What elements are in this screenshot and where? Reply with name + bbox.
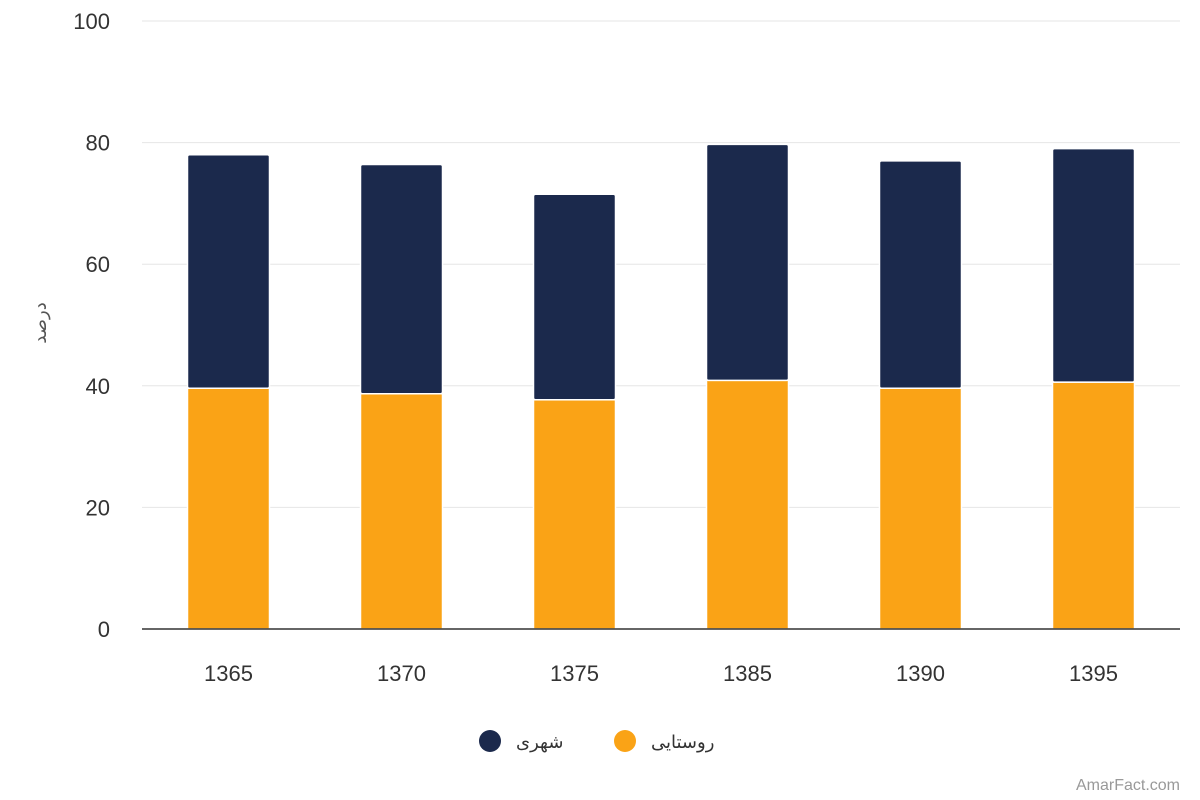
bar-urban-1370[interactable] [359, 163, 444, 395]
bar-rural-1385[interactable] [705, 379, 790, 630]
legend-item-rural[interactable]: روستایی [614, 730, 714, 753]
legend-item-urban[interactable]: شهری [479, 730, 563, 753]
legend-swatch [614, 730, 636, 752]
y-axis-ticks: 0 20 40 60 80 100 [73, 9, 110, 642]
x-tick-label: 1395 [1069, 661, 1118, 686]
bar-rural-1375[interactable] [532, 399, 617, 630]
bar-urban-1365[interactable] [186, 154, 271, 389]
bar-urban-1375[interactable] [532, 193, 617, 401]
bar-urban-1390[interactable] [878, 160, 963, 389]
legend-label: روستایی [651, 732, 714, 753]
x-tick-label: 1375 [550, 661, 599, 686]
x-tick-label: 1390 [896, 661, 945, 686]
bar-rural-1365[interactable] [186, 387, 271, 630]
y-tick-label: 0 [98, 617, 110, 642]
y-tick-label: 100 [73, 9, 110, 34]
gridlines [142, 20, 1180, 508]
legend-label: شهری [516, 732, 563, 753]
x-axis-ticks: 1365 1370 1375 1385 1390 1395 [204, 661, 1118, 686]
bar-rural-1370[interactable] [359, 392, 444, 630]
bars [186, 143, 1136, 630]
x-tick-label: 1365 [204, 661, 253, 686]
y-tick-label: 40 [86, 374, 110, 399]
y-axis-title: درصد [30, 302, 51, 343]
y-tick-label: 80 [86, 131, 110, 156]
bar-urban-1395[interactable] [1051, 147, 1136, 383]
y-tick-label: 60 [86, 252, 110, 277]
y-tick-label: 20 [86, 495, 110, 520]
bar-rural-1390[interactable] [878, 387, 963, 630]
x-tick-label: 1385 [723, 661, 772, 686]
bar-urban-1385[interactable] [705, 143, 790, 382]
legend: شهری روستایی [479, 730, 714, 753]
legend-swatch [479, 730, 501, 752]
bar-rural-1395[interactable] [1051, 381, 1136, 630]
credit-text: AmarFact.com [1076, 777, 1180, 794]
x-tick-label: 1370 [377, 661, 426, 686]
